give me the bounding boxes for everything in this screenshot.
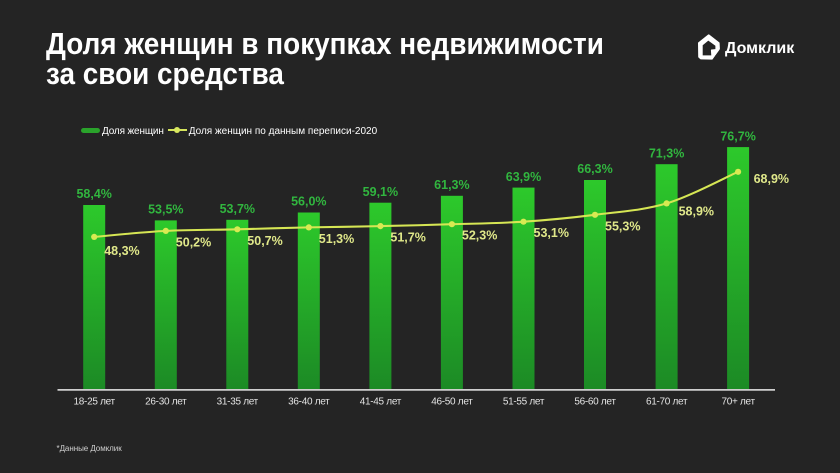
- svg-text:50,2%: 50,2%: [176, 235, 211, 249]
- svg-text:63,9%: 63,9%: [506, 170, 541, 184]
- svg-text:52,3%: 52,3%: [462, 229, 497, 243]
- svg-text:61-70 лет: 61-70 лет: [646, 396, 688, 407]
- svg-text:26-30 лет: 26-30 лет: [145, 396, 187, 407]
- svg-text:55,3%: 55,3%: [605, 219, 640, 233]
- svg-text:50,7%: 50,7%: [247, 234, 282, 248]
- svg-text:41-45 лет: 41-45 лет: [360, 396, 402, 407]
- svg-text:59,1%: 59,1%: [363, 185, 398, 199]
- svg-text:56,0%: 56,0%: [291, 195, 326, 209]
- svg-text:53,5%: 53,5%: [148, 203, 183, 217]
- svg-text:58,4%: 58,4%: [76, 187, 111, 201]
- svg-text:48,3%: 48,3%: [104, 244, 139, 258]
- svg-text:70+ лет: 70+ лет: [721, 396, 755, 407]
- svg-text:66,3%: 66,3%: [577, 162, 612, 176]
- svg-text:51,7%: 51,7%: [390, 231, 425, 245]
- svg-text:71,3%: 71,3%: [649, 146, 684, 160]
- svg-text:53,7%: 53,7%: [220, 202, 255, 216]
- svg-text:53,1%: 53,1%: [534, 226, 569, 240]
- svg-text:61,3%: 61,3%: [434, 178, 469, 192]
- svg-text:46-50 лет: 46-50 лет: [431, 396, 473, 407]
- svg-text:76,7%: 76,7%: [720, 129, 755, 143]
- svg-text:51,3%: 51,3%: [319, 232, 354, 246]
- svg-text:31-35 лет: 31-35 лет: [217, 396, 259, 407]
- svg-text:56-60 лет: 56-60 лет: [574, 396, 616, 407]
- svg-text:58,9%: 58,9%: [679, 205, 714, 219]
- svg-text:36-40 лет: 36-40 лет: [288, 396, 330, 407]
- svg-text:68,9%: 68,9%: [754, 172, 789, 186]
- svg-text:18-25 лет: 18-25 лет: [74, 396, 116, 407]
- svg-text:51-55 лет: 51-55 лет: [503, 396, 545, 407]
